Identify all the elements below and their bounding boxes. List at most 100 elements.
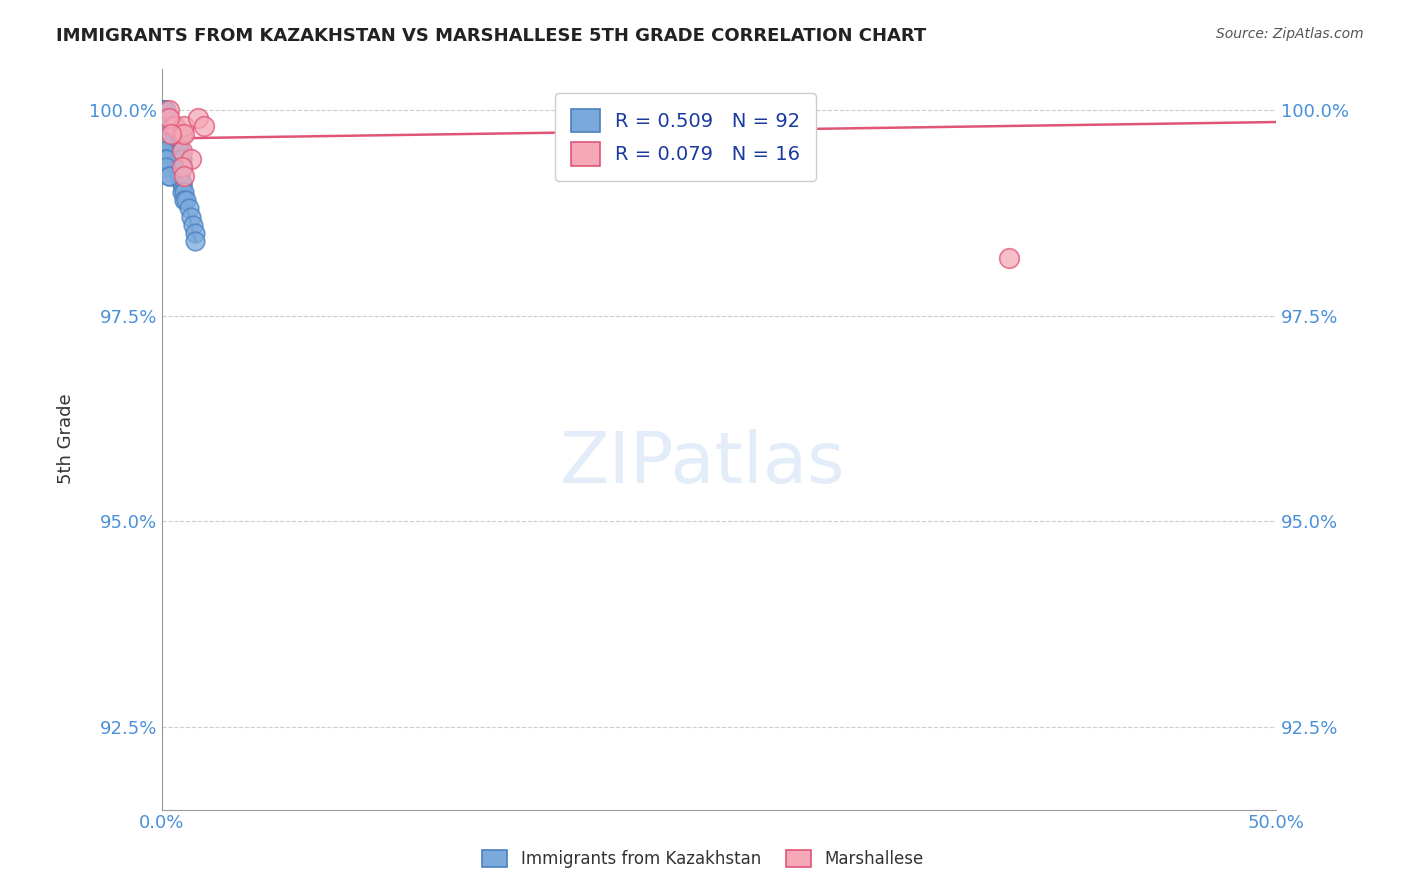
Point — [153, 119, 176, 133]
Point — [157, 119, 180, 133]
Point — [153, 103, 176, 117]
Point — [162, 136, 184, 150]
Point — [153, 136, 176, 150]
Point — [157, 111, 180, 125]
Point — [155, 119, 177, 133]
Point — [166, 136, 188, 150]
Point — [170, 128, 193, 142]
Point — [157, 119, 180, 133]
Point — [187, 111, 209, 125]
Point — [155, 111, 177, 125]
Point — [160, 128, 183, 142]
Point — [157, 103, 180, 117]
Point — [153, 119, 176, 133]
Point — [170, 161, 193, 175]
Point — [170, 185, 193, 199]
Legend: R = 0.509   N = 92, R = 0.079   N = 16: R = 0.509 N = 92, R = 0.079 N = 16 — [555, 93, 815, 181]
Point — [157, 128, 180, 142]
Point — [157, 111, 180, 125]
Point — [165, 119, 187, 133]
Text: ZIPatlas: ZIPatlas — [560, 429, 846, 499]
Point — [157, 111, 180, 125]
Point — [173, 169, 195, 183]
Point — [155, 128, 177, 142]
Point — [160, 128, 183, 142]
Point — [153, 111, 176, 125]
Point — [162, 136, 184, 150]
Point — [155, 111, 177, 125]
Point — [157, 119, 180, 133]
Point — [173, 194, 195, 208]
Point — [184, 226, 207, 240]
Point — [180, 210, 202, 224]
Point — [157, 119, 180, 133]
Point — [157, 128, 180, 142]
Point — [165, 136, 187, 150]
Point — [160, 128, 183, 142]
Point — [157, 136, 180, 150]
Point — [160, 136, 183, 150]
Point — [153, 119, 176, 133]
Point — [153, 111, 176, 125]
Point — [157, 128, 180, 142]
Point — [169, 169, 191, 183]
Text: IMMIGRANTS FROM KAZAKHSTAN VS MARSHALLESE 5TH GRADE CORRELATION CHART: IMMIGRANTS FROM KAZAKHSTAN VS MARSHALLES… — [56, 27, 927, 45]
Legend: Immigrants from Kazakhstan, Marshallese: Immigrants from Kazakhstan, Marshallese — [475, 843, 931, 875]
Point — [997, 251, 1019, 265]
Point — [165, 144, 187, 158]
Point — [155, 103, 177, 117]
Point — [166, 144, 188, 158]
Point — [181, 218, 204, 232]
Point — [170, 161, 193, 175]
Point — [155, 103, 177, 117]
Point — [165, 152, 187, 166]
Point — [155, 111, 177, 125]
Point — [162, 136, 184, 150]
Point — [160, 128, 183, 142]
Point — [160, 119, 183, 133]
Point — [155, 111, 177, 125]
Point — [166, 161, 188, 175]
Point — [153, 103, 176, 117]
Text: Source: ZipAtlas.com: Source: ZipAtlas.com — [1216, 27, 1364, 41]
Point — [153, 111, 176, 125]
Point — [619, 119, 641, 133]
Point — [160, 136, 183, 150]
Point — [193, 119, 215, 133]
Point — [153, 128, 176, 142]
Point — [153, 103, 176, 117]
Point — [155, 128, 177, 142]
Point — [155, 119, 177, 133]
Point — [169, 144, 191, 158]
Point — [177, 202, 200, 216]
Point — [157, 119, 180, 133]
Point — [157, 169, 180, 183]
Point — [155, 161, 177, 175]
Point — [155, 111, 177, 125]
Point — [157, 136, 180, 150]
Y-axis label: 5th Grade: 5th Grade — [58, 393, 75, 484]
Point — [162, 119, 184, 133]
Point — [160, 128, 183, 142]
Point — [153, 119, 176, 133]
Point — [169, 152, 191, 166]
Point — [153, 111, 176, 125]
Point — [153, 144, 176, 158]
Point — [160, 128, 183, 142]
Point — [153, 111, 176, 125]
Point — [160, 128, 183, 142]
Point — [160, 128, 183, 142]
Point — [153, 128, 176, 142]
Point — [162, 128, 184, 142]
Point — [170, 177, 193, 191]
Point — [153, 119, 176, 133]
Point — [184, 235, 207, 249]
Point — [155, 152, 177, 166]
Point — [162, 144, 184, 158]
Point — [169, 169, 191, 183]
Point — [176, 194, 198, 208]
Point — [155, 119, 177, 133]
Point — [165, 144, 187, 158]
Point — [170, 144, 193, 158]
Point — [165, 152, 187, 166]
